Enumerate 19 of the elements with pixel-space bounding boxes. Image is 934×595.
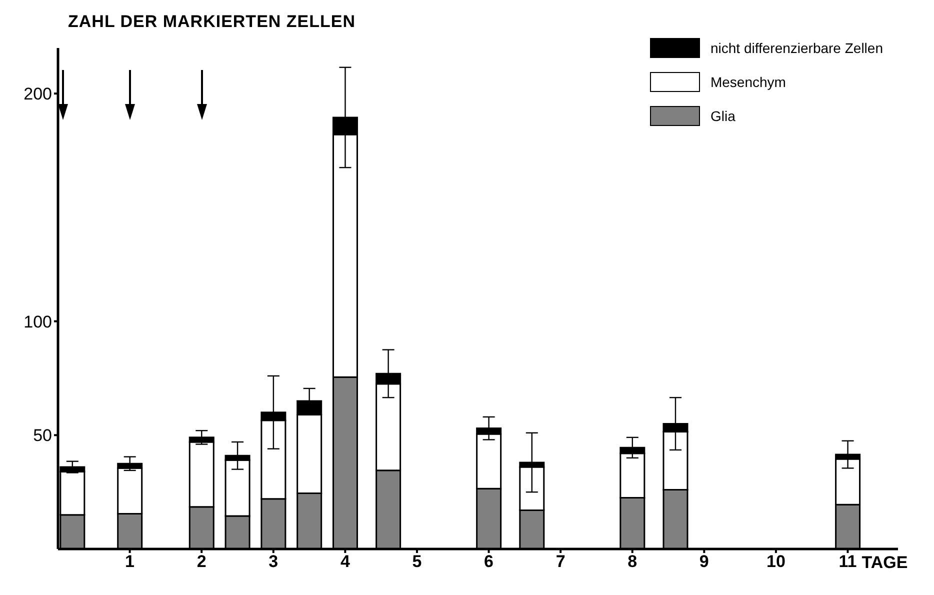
y-tick-label: 50 (33, 426, 52, 446)
x-tick-label: 10 (766, 552, 786, 572)
x-tick-label: 11 (838, 552, 857, 572)
x-tick-label: 3 (268, 552, 278, 572)
x-tick-label: 5 (412, 552, 422, 572)
y-tick-label: 100 (24, 312, 52, 332)
x-tick-label: 4 (340, 552, 350, 572)
x-tick-label: 7 (556, 552, 566, 572)
x-tick-label: 6 (484, 552, 494, 572)
x-tick-label: 9 (699, 552, 709, 572)
x-tick-label: 8 (628, 552, 638, 572)
x-tick-label: 1 (125, 552, 135, 572)
legend-label: Glia (710, 108, 736, 124)
x-tick-label: 2 (196, 552, 206, 572)
legend-label: Mesenchym (710, 74, 786, 90)
y-axis-title: ZAHL DER MARKIERTEN ZELLEN (68, 12, 356, 32)
legend-label: nicht differenzierbare Zellen (710, 40, 883, 56)
y-tick-label: 200 (24, 84, 52, 104)
x-axis-title: TAGE (862, 553, 908, 573)
